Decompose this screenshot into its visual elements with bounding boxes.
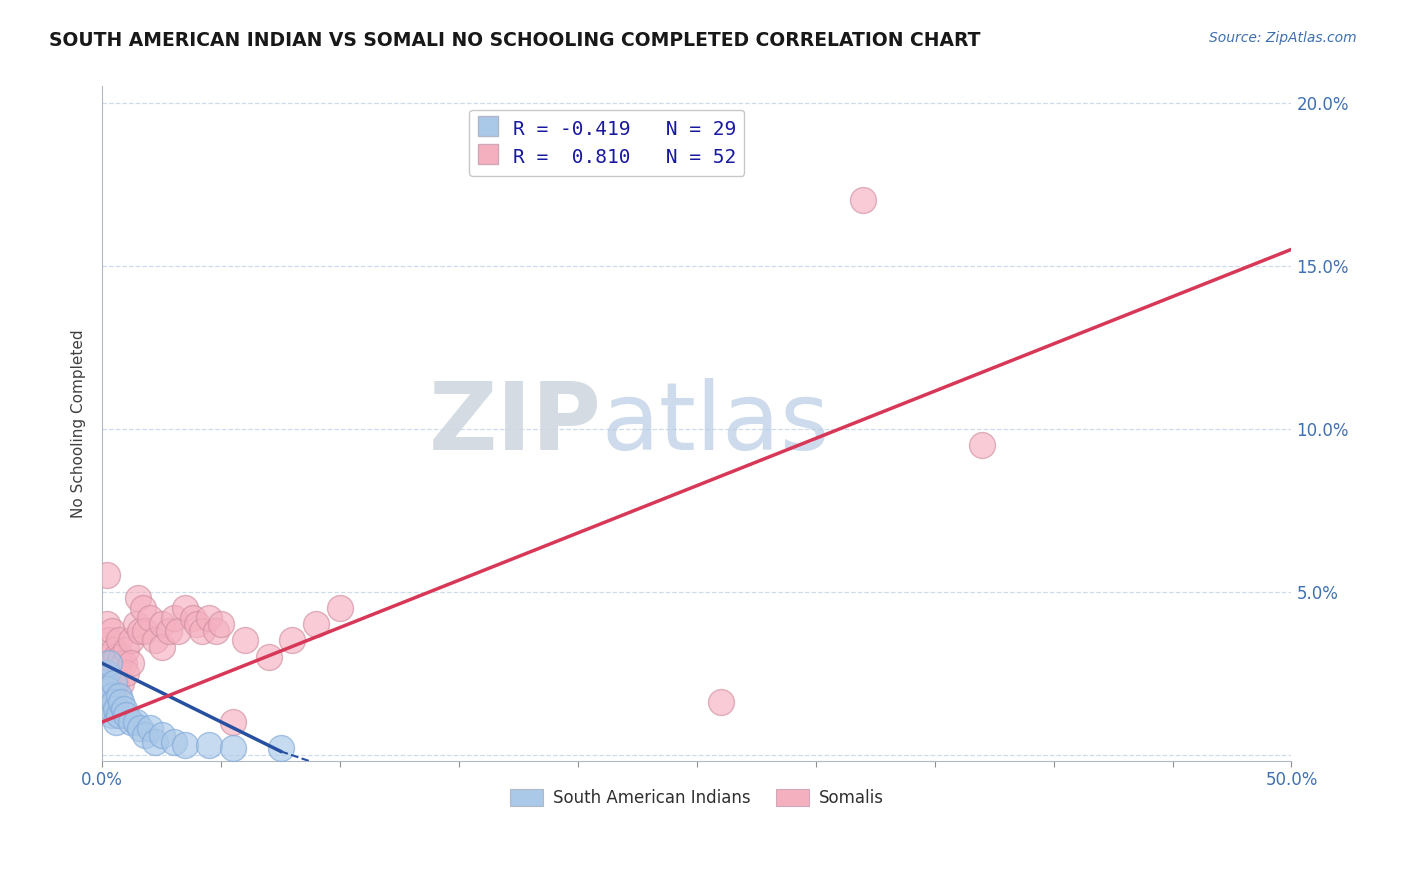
Point xyxy=(100,657,122,671)
Point xyxy=(174,738,197,752)
Point xyxy=(852,194,875,208)
Point xyxy=(150,728,173,742)
Point xyxy=(105,649,128,664)
Point xyxy=(329,600,352,615)
Point xyxy=(139,610,162,624)
Point xyxy=(115,643,138,657)
Point xyxy=(162,610,184,624)
Point xyxy=(103,666,125,681)
Point xyxy=(191,624,214,638)
Point xyxy=(110,649,132,664)
Point xyxy=(139,722,162,736)
Point xyxy=(134,624,156,638)
Point xyxy=(108,657,131,671)
Point xyxy=(105,714,128,729)
Point xyxy=(186,617,208,632)
Point xyxy=(127,591,149,606)
Point xyxy=(131,600,153,615)
Point xyxy=(198,610,221,624)
Text: ZIP: ZIP xyxy=(429,377,602,470)
Point xyxy=(98,698,121,713)
Point xyxy=(96,568,118,582)
Point xyxy=(103,695,125,709)
Point xyxy=(167,624,190,638)
Point xyxy=(270,741,292,756)
Point xyxy=(100,689,122,703)
Point xyxy=(129,624,152,638)
Point xyxy=(98,666,121,681)
Y-axis label: No Schooling Completed: No Schooling Completed xyxy=(72,329,86,518)
Point xyxy=(93,698,115,713)
Text: atlas: atlas xyxy=(602,377,830,470)
Point xyxy=(162,734,184,748)
Point xyxy=(257,649,280,664)
Point xyxy=(110,695,132,709)
Point xyxy=(124,617,146,632)
Point xyxy=(98,689,121,703)
Point xyxy=(222,714,245,729)
Point xyxy=(305,617,328,632)
Text: SOUTH AMERICAN INDIAN VS SOMALI NO SCHOOLING COMPLETED CORRELATION CHART: SOUTH AMERICAN INDIAN VS SOMALI NO SCHOO… xyxy=(49,31,981,50)
Point xyxy=(108,689,131,703)
Point xyxy=(105,702,128,716)
Legend: South American Indians, Somalis: South American Indians, Somalis xyxy=(503,782,890,814)
Point xyxy=(108,633,131,648)
Point xyxy=(281,633,304,648)
Point xyxy=(181,610,204,624)
Point xyxy=(96,649,118,664)
Point xyxy=(120,714,142,729)
Point xyxy=(972,438,994,452)
Point xyxy=(710,695,733,709)
Text: Source: ZipAtlas.com: Source: ZipAtlas.com xyxy=(1209,31,1357,45)
Point xyxy=(143,734,166,748)
Point xyxy=(93,689,115,703)
Point xyxy=(174,600,197,615)
Point xyxy=(134,728,156,742)
Point xyxy=(96,682,118,697)
Point xyxy=(112,657,135,671)
Point xyxy=(129,722,152,736)
Point xyxy=(108,708,131,723)
Point xyxy=(120,657,142,671)
Point xyxy=(150,640,173,654)
Point xyxy=(150,617,173,632)
Point xyxy=(103,676,125,690)
Point xyxy=(124,714,146,729)
Point xyxy=(100,624,122,638)
Point xyxy=(198,738,221,752)
Point xyxy=(103,643,125,657)
Point xyxy=(96,666,118,681)
Point xyxy=(157,624,180,638)
Point xyxy=(100,676,122,690)
Point xyxy=(112,702,135,716)
Point xyxy=(143,633,166,648)
Point xyxy=(115,666,138,681)
Point xyxy=(110,676,132,690)
Point xyxy=(105,676,128,690)
Point xyxy=(115,708,138,723)
Point xyxy=(98,633,121,648)
Point xyxy=(209,617,232,632)
Point xyxy=(100,708,122,723)
Point xyxy=(222,741,245,756)
Point xyxy=(98,657,121,671)
Point xyxy=(93,676,115,690)
Point xyxy=(96,617,118,632)
Point xyxy=(233,633,256,648)
Point xyxy=(93,682,115,697)
Point xyxy=(120,633,142,648)
Point xyxy=(205,624,228,638)
